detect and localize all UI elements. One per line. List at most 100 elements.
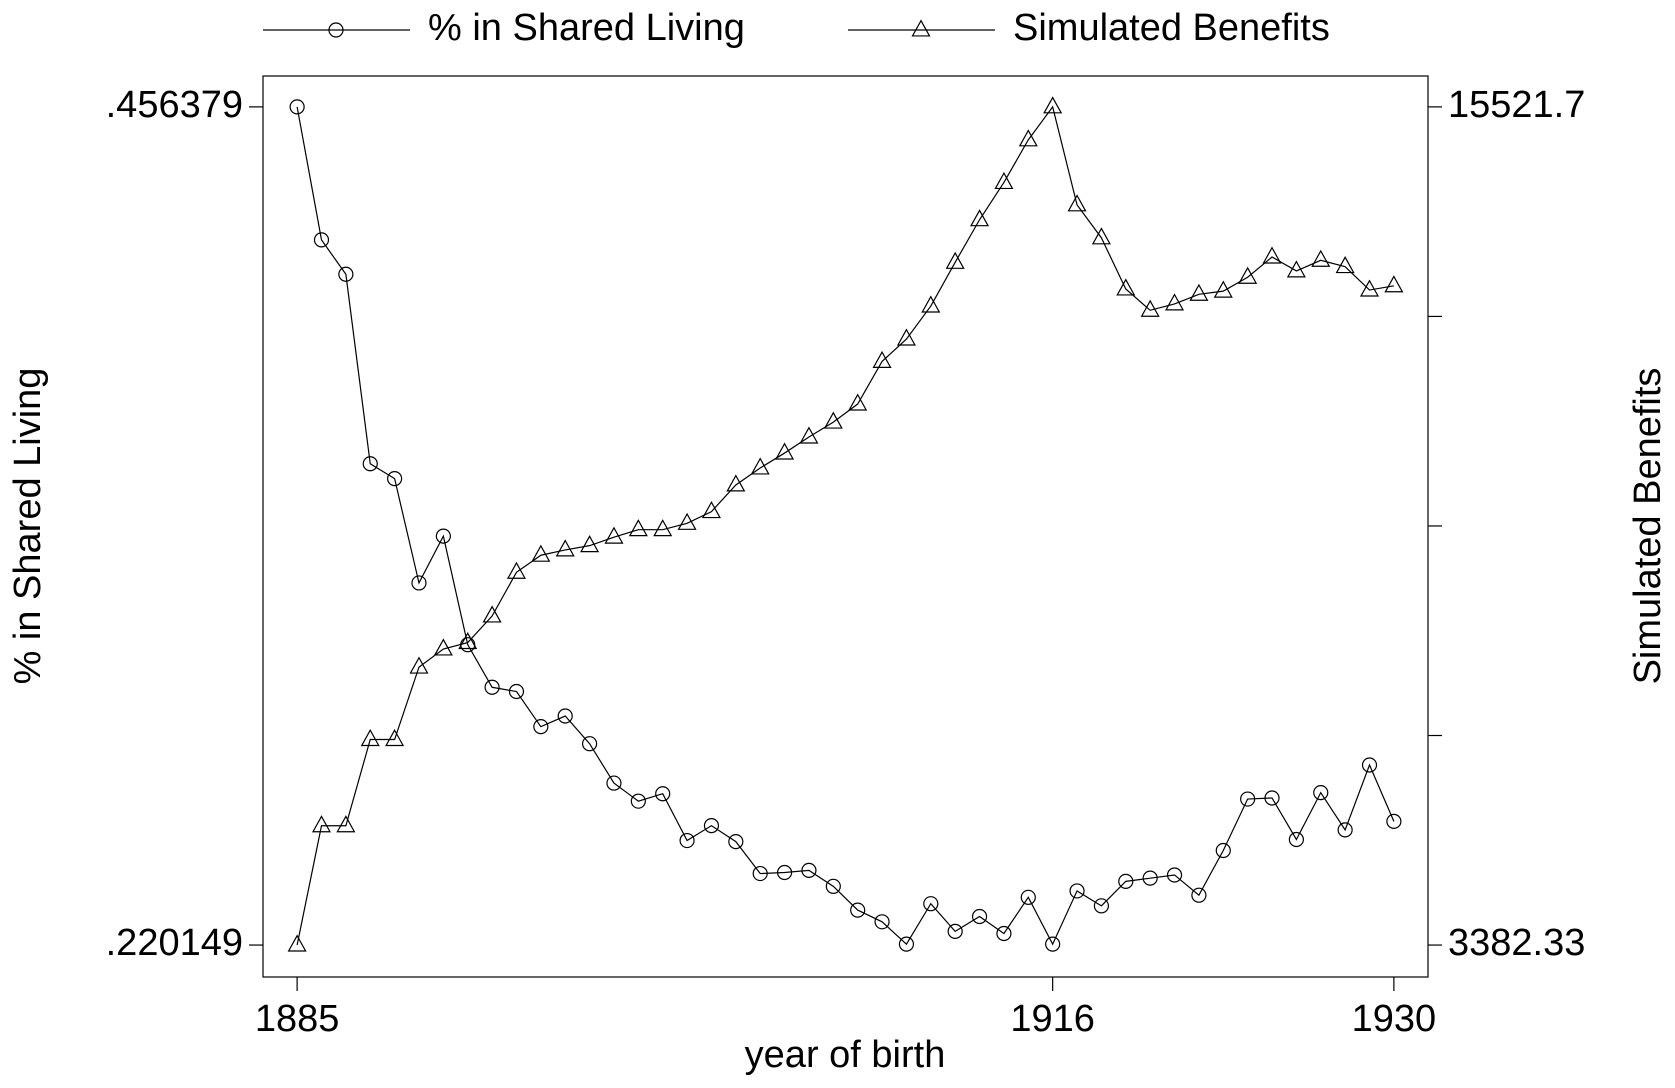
circle-marker (362, 456, 378, 472)
circle-marker (435, 528, 451, 544)
circle-marker (1118, 873, 1134, 889)
triangle-marker (896, 328, 916, 346)
triangle-marker (628, 519, 648, 537)
triangle-marker (311, 815, 332, 833)
circle-marker (776, 864, 793, 881)
triangle-marker (653, 519, 673, 537)
triangle-marker (1335, 256, 1355, 274)
triangle-marker (1262, 246, 1282, 264)
triangle-marker (921, 295, 941, 313)
triangle-marker (701, 501, 721, 519)
legend-marker (328, 22, 344, 38)
triangle-marker (1213, 280, 1233, 298)
triangle-marker (409, 656, 429, 674)
triangle-marker (1140, 299, 1160, 317)
triangle-marker (1238, 266, 1258, 284)
circle-marker (289, 99, 305, 115)
circle-marker (1337, 822, 1353, 838)
y2-axis-title: Simulated Benefits (1627, 368, 1669, 685)
circle-marker (1313, 785, 1329, 801)
x-tick-label: 1916 (1010, 998, 1095, 1040)
circle-marker (1093, 898, 1110, 914)
circle-marker (752, 865, 768, 882)
circle-marker (703, 818, 720, 834)
triangle-marker (1359, 279, 1380, 297)
circle-marker (874, 914, 890, 930)
circle-marker (1142, 870, 1158, 886)
circle-marker (338, 266, 354, 282)
circle-marker (508, 683, 525, 700)
triangle-marker (823, 411, 843, 429)
circle-marker (1045, 936, 1061, 952)
circle-marker (947, 923, 963, 939)
legend-marker (911, 19, 931, 37)
triangle-marker (799, 426, 819, 444)
circle-marker (923, 896, 939, 912)
circle-marker (1386, 813, 1402, 829)
y2-tick-label: 15521.7 (1448, 84, 1585, 126)
circle-marker (825, 878, 841, 894)
circle-marker (850, 902, 866, 918)
circle-marker (1166, 867, 1183, 883)
triangle-marker (1165, 293, 1185, 311)
circle-marker (484, 679, 500, 695)
series-line (296, 105, 1394, 946)
triangle-marker (458, 632, 478, 650)
triangle-marker (287, 934, 307, 952)
circle-marker (1069, 883, 1085, 899)
circle-marker (630, 793, 646, 809)
circle-marker (1288, 831, 1304, 848)
circle-marker (533, 719, 549, 735)
triangle-marker (872, 350, 892, 368)
triangle-marker (677, 512, 697, 530)
triangle-marker (506, 561, 526, 579)
triangle-marker (726, 474, 746, 492)
triangle-marker (848, 393, 868, 411)
circle-marker (1020, 889, 1036, 905)
triangle-marker (360, 728, 380, 747)
circle-marker (728, 834, 744, 850)
triangle-marker (1043, 96, 1063, 114)
circle-marker (655, 786, 671, 802)
x-tick-label: 1930 (1352, 998, 1437, 1040)
legend-label: % in Shared Living (428, 7, 745, 49)
circle-marker (313, 232, 330, 248)
triangle-marker (482, 605, 502, 623)
circle-marker (801, 862, 817, 878)
circle-marker (898, 936, 915, 952)
y-tick-label: .456379 (106, 84, 243, 126)
circle-marker (996, 925, 1012, 942)
triangle-marker (970, 209, 990, 227)
circle-marker (411, 575, 427, 591)
plot-frame (262, 75, 1429, 978)
circle-marker (971, 908, 988, 925)
circle-marker (1361, 757, 1378, 773)
triangle-marker (1091, 227, 1111, 245)
circle-marker (1191, 887, 1207, 903)
circle-marker (606, 775, 622, 791)
x-axis-title: year of birth (745, 1034, 946, 1076)
circle-marker (1240, 791, 1256, 807)
triangle-marker (775, 442, 795, 460)
triangle-marker (385, 728, 405, 747)
triangle-marker (555, 539, 575, 557)
triangle-marker (433, 638, 453, 656)
triangle-marker (945, 251, 965, 269)
triangle-marker (994, 171, 1014, 190)
triangle-marker (1311, 249, 1331, 267)
triangle-marker (1286, 260, 1306, 278)
circle-marker (557, 708, 573, 724)
y-tick-label: .220149 (106, 922, 243, 964)
triangle-marker (1384, 275, 1404, 293)
triangle-marker (1189, 283, 1209, 301)
circle-marker (387, 471, 403, 487)
triangle-marker (750, 457, 770, 475)
circle-marker (581, 736, 598, 752)
circle-marker (1264, 790, 1280, 806)
triangle-marker (531, 544, 551, 562)
x-tick-label: 1885 (255, 998, 340, 1040)
triangle-marker (604, 526, 624, 544)
legend-label: Simulated Benefits (1013, 7, 1330, 49)
y2-tick-label: 3382.33 (1448, 922, 1585, 964)
